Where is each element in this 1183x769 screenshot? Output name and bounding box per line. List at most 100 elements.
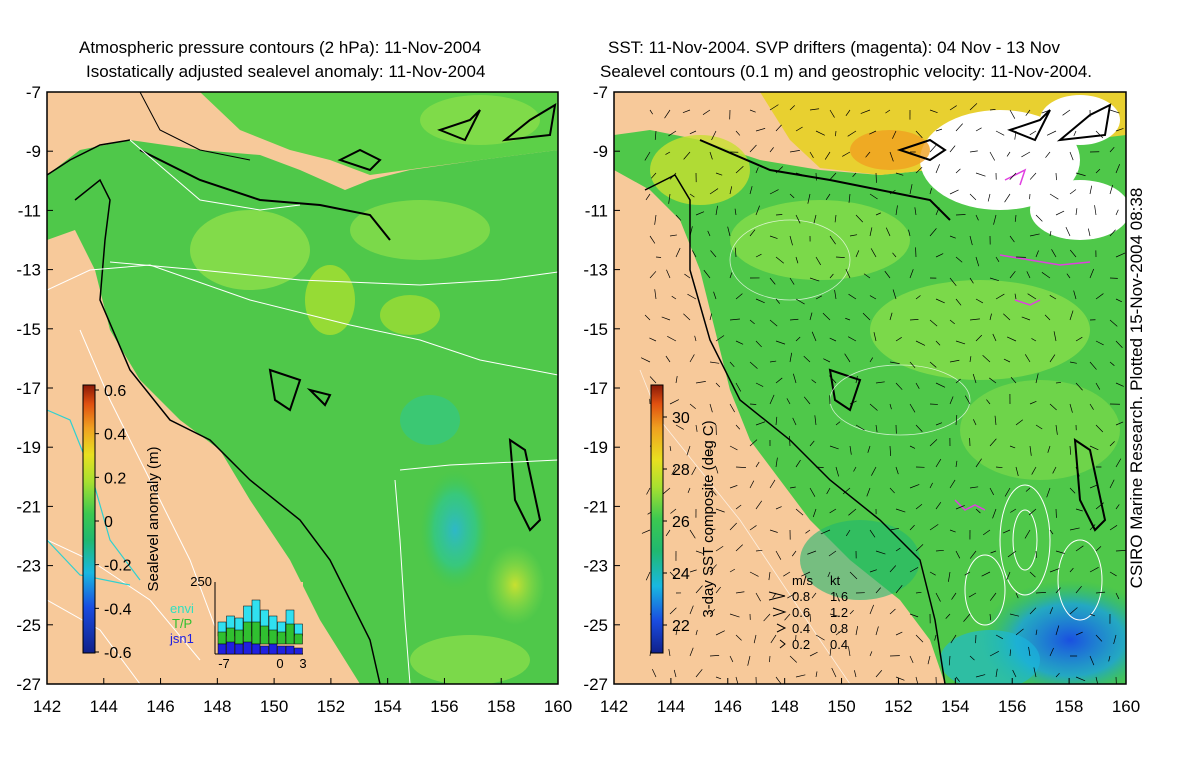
velocity-arrow (792, 373, 797, 384)
velocity-legend-header-kt: kt (830, 573, 841, 588)
velocity-arrow (895, 172, 904, 176)
velocity-arrow (735, 504, 742, 510)
velocity-arrow (1075, 382, 1083, 391)
velocity-arrow (755, 128, 766, 132)
velocity-arrow (1046, 487, 1051, 498)
velocity-arrow (689, 529, 696, 539)
velocity-arrow (1089, 403, 1094, 410)
right-colorbar-tick-label: 22 (672, 618, 690, 635)
velocity-arrow (795, 336, 801, 342)
velocity-arrow (929, 144, 937, 153)
velocity-arrow (955, 123, 963, 132)
velocity-arrow (815, 256, 822, 266)
velocity-legend-ms: 0.4 (792, 621, 810, 636)
velocity-arrow (1015, 466, 1019, 477)
velocity-legend-ms: 0.8 (792, 589, 810, 604)
velocity-arrow (1089, 613, 1096, 617)
velocity-arrow (815, 130, 825, 136)
velocity-arrow (889, 151, 894, 162)
velocity-arrow (935, 253, 944, 258)
velocity-arrow (735, 165, 744, 174)
velocity-arrow (1088, 228, 1091, 237)
velocity-arrow (1049, 607, 1054, 615)
velocity-arrow (1003, 313, 1011, 321)
velocity-arrow (769, 319, 778, 327)
velocity-arrow (1053, 331, 1057, 342)
velocity-arrow (729, 568, 736, 573)
velocity-arrow (664, 109, 671, 119)
velocity-arrow (975, 172, 986, 177)
velocity-arrow (695, 629, 698, 636)
velocity-arrow (909, 524, 915, 531)
velocity-arrow (646, 487, 651, 495)
velocity-arrow (1109, 146, 1115, 153)
velocity-arrow (852, 172, 857, 177)
velocity-arrow (789, 105, 795, 111)
velocity-arrow (729, 655, 734, 663)
velocity-arrow (1044, 314, 1051, 321)
velocity-arrow (755, 382, 764, 387)
right-title-line2: Sealevel contours (0.1 m) and geostrophi… (600, 62, 1092, 81)
velocity-arrow (715, 508, 725, 513)
velocity-arrow (668, 130, 677, 137)
velocity-arrow (775, 676, 782, 684)
velocity-arrow (969, 235, 973, 246)
velocity-arrow (935, 422, 943, 426)
velocity-arrow (845, 109, 851, 117)
velocity-arrow (869, 651, 873, 657)
velocity-arrow (975, 298, 984, 304)
velocity-arrow (689, 226, 693, 237)
right-ytick-label: -7 (593, 83, 608, 102)
velocity-arrow (1109, 361, 1115, 366)
left-xtick-label: 154 (373, 697, 401, 716)
velocity-arrow (673, 669, 677, 678)
velocity-arrow (1089, 445, 1099, 451)
velocity-arrow (1029, 130, 1037, 136)
velocity-arrow (703, 269, 711, 279)
velocity-arrow (755, 298, 765, 304)
velocity-arrow (975, 256, 980, 267)
velocity-arrow (1035, 592, 1046, 594)
velocity-arrow (1095, 502, 1104, 510)
velocity-arrow (869, 604, 874, 615)
velocity-arrow (892, 130, 897, 139)
velocity-arrow (1115, 163, 1121, 174)
velocity-arrow (735, 544, 743, 552)
velocity-arrow (769, 394, 775, 405)
velocity-arrow (803, 396, 811, 405)
velocity-arrow (929, 319, 938, 327)
velocity-arrow (687, 293, 697, 300)
velocity-arrow (989, 650, 999, 657)
velocity-arrow (975, 334, 983, 342)
velocity-arrow (955, 505, 965, 510)
histogram-bar-jsn1 (285, 645, 295, 655)
velocity-arrow (675, 214, 682, 221)
velocity-arrow (668, 648, 671, 657)
velocity-arrow (848, 646, 851, 657)
velocity-arrow (1015, 592, 1019, 599)
velocity-arrow (869, 193, 878, 200)
velocity-arrow (709, 487, 717, 496)
right-colorbar-tick-label: 28 (672, 462, 690, 479)
velocity-arrow (1031, 466, 1037, 475)
velocity-legend-header-ms: m/s (792, 573, 813, 588)
velocity-arrow (989, 438, 997, 447)
velocity-arrow (715, 172, 723, 176)
velocity-arrow (1069, 445, 1072, 455)
velocity-arrow (981, 571, 991, 577)
velocity-arrow (1006, 571, 1011, 581)
velocity-arrow (831, 667, 837, 678)
velocity-arrow (822, 312, 831, 321)
velocity-arrow (948, 655, 951, 666)
velocity-arrow (749, 480, 755, 489)
velocity-arrow (749, 403, 757, 405)
velocity-arrow (895, 337, 902, 342)
velocity-arrow (695, 211, 705, 216)
right-xtick-label: 156 (998, 697, 1026, 716)
velocity-arrow (869, 357, 874, 363)
velocity-arrow (689, 403, 696, 410)
velocity-arrow (1095, 591, 1106, 594)
velocity-arrow (809, 487, 816, 497)
velocity-arrow (1045, 151, 1051, 158)
velocity-legend-arrow (772, 607, 787, 617)
